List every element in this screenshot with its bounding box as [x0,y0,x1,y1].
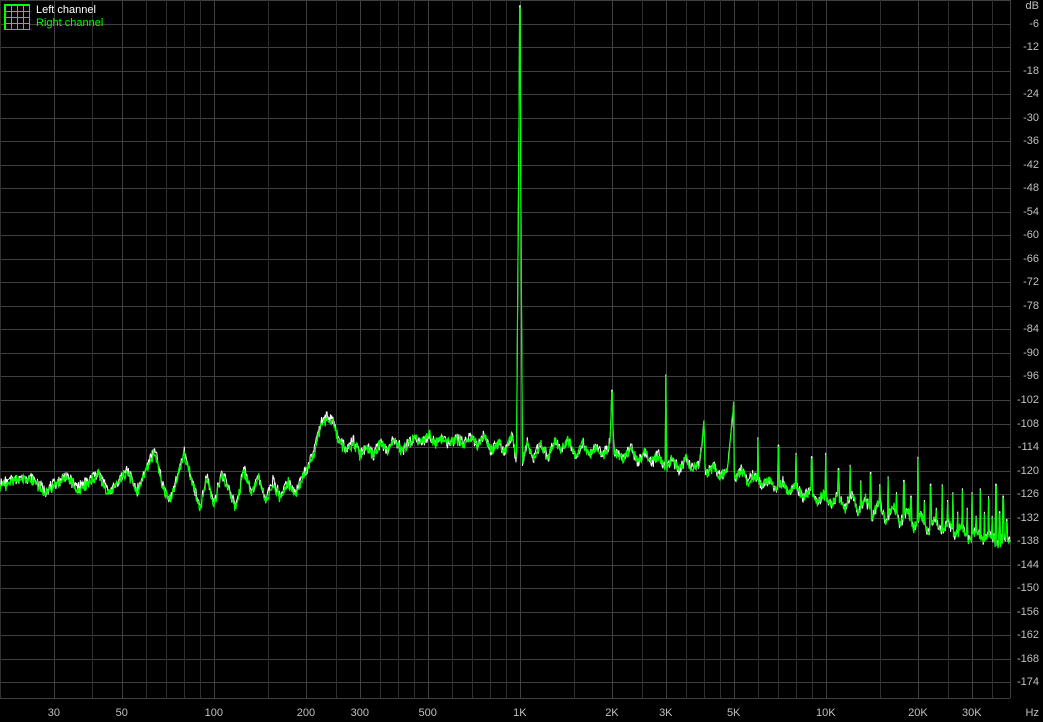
y-tick-label: -54 [1023,206,1039,218]
y-tick-label: -12 [1023,41,1039,53]
x-tick-label: 200 [297,707,315,719]
legend-box: Left channel Right channel [4,4,103,30]
y-tick-label: -84 [1023,323,1039,335]
y-tick-label: -114 [1018,441,1039,453]
y-tick-label: -42 [1023,159,1039,171]
legend-text: Left channel Right channel [36,4,103,30]
x-tick-label: 10K [816,707,836,719]
y-tick-label: -30 [1023,112,1039,124]
y-tick-label: -132 [1017,512,1039,524]
x-tick-label: 3K [659,707,672,719]
y-tick-label: -96 [1023,370,1039,382]
y-tick-label: -60 [1023,229,1039,241]
legend-left-label: Left channel [36,4,96,16]
x-tick-label: 30 [48,707,60,719]
y-tick-label: -126 [1017,488,1039,500]
y-tick-label: -120 [1017,465,1039,477]
spectrum-plot [0,0,1043,722]
x-tick-label: 30K [962,707,982,719]
x-tick-label: 500 [419,707,437,719]
y-tick-label: -102 [1017,394,1039,406]
x-tick-label: 50 [116,707,128,719]
y-tick-label: -72 [1023,276,1039,288]
y-tick-label: -24 [1023,88,1039,100]
x-tick-label: 300 [351,707,369,719]
x-tick-label: 1K [513,707,526,719]
x-tick-label: 5K [727,707,740,719]
spectrum-analyzer-view: Left channel Right channel dB Hz -6 -12 -1… [0,0,1043,722]
legend-icon [4,4,30,30]
y-tick-label: -18 [1023,65,1039,77]
y-tick-label: -162 [1017,629,1039,641]
y-tick-label: -48 [1023,182,1039,194]
x-axis-unit: Hz [1026,707,1039,719]
y-tick-label: -156 [1017,606,1039,618]
x-tick-label: 100 [205,707,223,719]
y-tick-label: -66 [1023,253,1039,265]
x-tick-label: 2K [605,707,618,719]
y-tick-label: -144 [1017,559,1039,571]
y-tick-label: -168 [1017,653,1039,665]
legend-right-label: Right channel [36,17,103,29]
y-tick-label: -150 [1017,582,1039,594]
y-tick-label: -138 [1017,535,1039,547]
x-tick-label: 20K [908,707,928,719]
y-tick-label: -78 [1023,300,1039,312]
y-axis-unit: dB [1026,0,1039,12]
y-tick-label: -174 [1017,676,1039,688]
y-tick-label: -108 [1017,418,1039,430]
y-tick-label: -36 [1023,135,1039,147]
y-tick-label: -90 [1023,347,1039,359]
y-tick-label: -6 [1029,18,1039,30]
